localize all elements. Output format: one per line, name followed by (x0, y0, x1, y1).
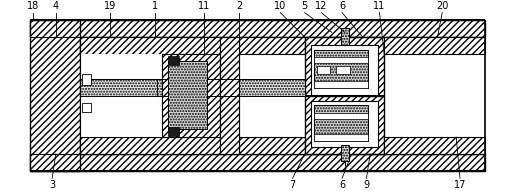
Text: 7: 7 (289, 180, 295, 190)
Bar (30, 154, 485, 171)
Bar (82, 103, 91, 112)
Bar (337, 66, 349, 74)
Bar (384, 54, 485, 137)
Bar (80, 37, 221, 54)
Bar (221, 37, 239, 154)
Bar (311, 101, 378, 147)
Text: 11: 11 (373, 1, 386, 11)
Bar (80, 137, 221, 154)
Bar (30, 20, 80, 171)
Bar (384, 137, 485, 154)
Text: 20: 20 (436, 1, 448, 11)
Bar (317, 66, 330, 74)
Text: 6: 6 (339, 1, 345, 11)
Text: 4: 4 (53, 1, 59, 11)
Bar (314, 50, 368, 87)
Bar (341, 145, 349, 161)
Bar (305, 37, 384, 154)
Bar (157, 79, 305, 96)
Bar (239, 137, 305, 154)
Text: 11: 11 (198, 1, 210, 11)
Bar (168, 127, 180, 136)
Bar (314, 57, 368, 63)
Text: 9: 9 (363, 180, 369, 190)
Bar (82, 74, 91, 85)
Bar (239, 54, 305, 79)
Bar (162, 54, 221, 137)
Bar (314, 113, 368, 119)
Bar (314, 81, 368, 87)
Text: 12: 12 (315, 1, 328, 11)
Bar (314, 105, 368, 141)
Bar (80, 54, 221, 137)
Bar (341, 28, 349, 45)
Bar (384, 37, 485, 54)
Bar (168, 61, 207, 129)
Text: 19: 19 (104, 1, 116, 11)
Text: 2: 2 (236, 1, 242, 11)
Bar (239, 37, 305, 54)
Bar (311, 45, 378, 95)
Bar (80, 79, 284, 96)
Bar (239, 96, 305, 137)
Text: 3: 3 (49, 180, 55, 190)
Bar (168, 56, 180, 65)
Text: 18: 18 (27, 1, 40, 11)
Text: 5: 5 (302, 1, 308, 11)
Text: 6: 6 (339, 180, 345, 190)
Text: 17: 17 (454, 180, 466, 190)
Bar (30, 20, 485, 37)
Text: 1: 1 (152, 1, 158, 11)
Text: 10: 10 (274, 1, 286, 11)
Bar (314, 134, 368, 141)
